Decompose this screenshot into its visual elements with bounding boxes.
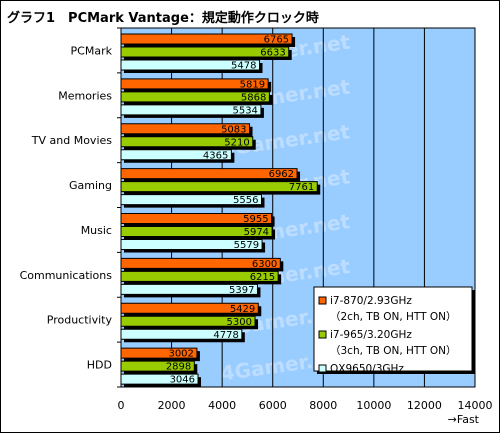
bar-value-label: 6633 [260, 48, 285, 59]
bar [120, 315, 256, 327]
category-label: Music [81, 224, 112, 237]
bar-value-label: 5556 [233, 195, 258, 206]
category-label: HDD [87, 359, 112, 372]
bar [120, 226, 273, 237]
bar-value-label: 6300 [252, 259, 277, 270]
bar-value-label: 4365 [203, 150, 228, 161]
bar-value-label: 5083 [221, 124, 246, 135]
legend-entry: i7-870/2.93GHz [330, 295, 412, 307]
legend-box [313, 286, 473, 372]
chart-title: グラフ1 PCMark Vantage：規定動作クロック時 [7, 11, 319, 26]
bar [120, 104, 262, 116]
bar-value-label: 5579 [234, 240, 259, 251]
bar-value-label: 2898 [166, 362, 191, 373]
bar [120, 181, 318, 193]
bar-value-label: 4778 [213, 330, 238, 341]
bar [120, 194, 262, 206]
bar-value-label: 5819 [240, 79, 265, 90]
bar-value-label: 7761 [289, 182, 314, 193]
bar-value-label: 6765 [264, 35, 289, 46]
bar-value-label: 5429 [230, 304, 255, 315]
bar-value-label: 5974 [244, 227, 269, 238]
bar [120, 283, 258, 295]
x-tick-label: 0 [118, 399, 125, 412]
category-label: PCMark [71, 44, 113, 57]
bar [120, 302, 259, 314]
bar [120, 347, 198, 359]
x-tick-label: 8000 [309, 399, 337, 412]
bar-value-label: 5868 [241, 92, 266, 103]
bar [120, 373, 199, 385]
legend-swatch [318, 364, 327, 373]
category-label: TV and Movies [31, 134, 112, 147]
legend-entry: （3ch, TB ON, HTT ON） [330, 345, 457, 357]
legend-entry: i7-965/3.20GHz [330, 329, 412, 341]
bar [120, 33, 293, 45]
bar [120, 78, 269, 90]
bar-value-label: 6962 [269, 169, 294, 180]
x-tick-label: 4000 [208, 399, 236, 412]
legend-entry: （2ch, TB ON, HTT ON） [330, 311, 457, 323]
bar [120, 123, 251, 135]
x-tick-label: 14000 [458, 399, 493, 412]
bar-value-label: 5397 [229, 285, 254, 296]
bar [120, 257, 281, 269]
legend-swatch [318, 330, 327, 339]
bar-value-label: 5534 [232, 105, 257, 116]
bar [120, 213, 273, 224]
x-tick-label: 2000 [158, 399, 186, 412]
x-tick-label: 10000 [356, 399, 391, 412]
bar [120, 168, 298, 180]
legend-swatch [318, 296, 327, 305]
bar-value-label: 5955 [243, 214, 268, 225]
bar-value-label: 6215 [250, 272, 275, 283]
bar [120, 149, 232, 161]
bar [120, 46, 290, 58]
bar-value-label: 3046 [170, 375, 195, 386]
bar [120, 328, 243, 340]
bar-value-label: 5210 [224, 137, 249, 148]
x-tick-label: 12000 [407, 399, 442, 412]
bar [120, 239, 263, 250]
bar-value-label: 5478 [231, 61, 256, 72]
category-label: Productivity [47, 314, 113, 327]
bar-value-label: 3002 [168, 349, 193, 360]
x-axis-label: →Fast [448, 413, 480, 426]
category-label: Memories [58, 89, 112, 102]
bar [120, 91, 270, 103]
category-label: Gaming [69, 179, 112, 192]
legend-entry: QX9650/3GHz [330, 363, 404, 375]
x-tick-label: 6000 [259, 399, 287, 412]
bar [120, 360, 195, 372]
category-label: Communications [20, 269, 113, 282]
bar [120, 59, 261, 71]
bar [120, 270, 279, 282]
bar [120, 136, 254, 148]
bar-value-label: 5300 [227, 317, 252, 328]
